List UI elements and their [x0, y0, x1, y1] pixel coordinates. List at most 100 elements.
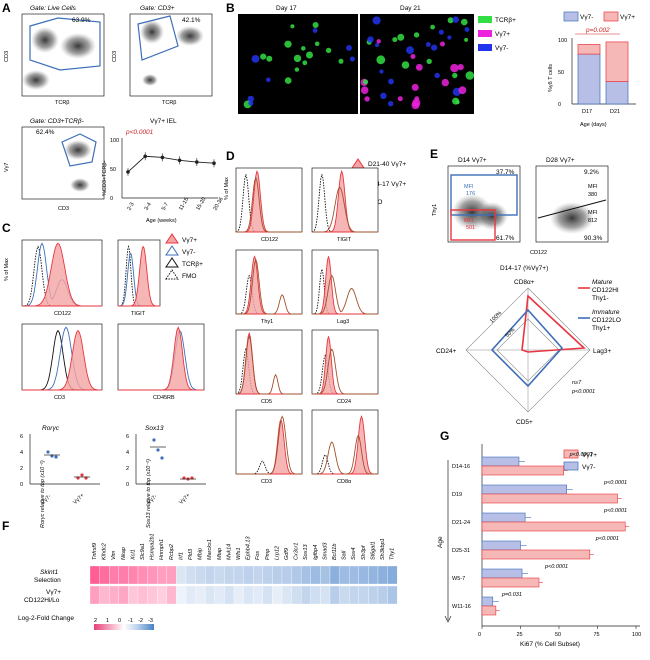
d-hist-cd24-label: CD24 — [337, 399, 351, 405]
b-cell — [415, 63, 423, 71]
c-q1-gene: Rorγc — [42, 425, 60, 432]
f-cell-row2 — [195, 585, 206, 605]
d-hist-thy1-label: Thy1 — [261, 319, 273, 325]
f-row2-b: CD122Hi/Lo — [24, 597, 60, 604]
f-cell-row2 — [166, 585, 177, 605]
b-cell — [430, 24, 435, 30]
a3-ylabel: Vγ7 — [4, 163, 10, 172]
e-mature-2: CD122HI — [592, 287, 619, 294]
panel-c-legend: Vγ7+ Vγ7- TCRβ+ FMO — [165, 233, 203, 280]
d-hist-cd3-frame — [235, 409, 303, 475]
a1-xlabel: TCRβ — [55, 100, 69, 106]
f-gene-label: Pld3 — [188, 548, 194, 560]
b-cell — [431, 44, 438, 51]
f-gene-label: Klhdc2 — [102, 543, 108, 560]
b-cell — [302, 60, 308, 66]
b-cell — [452, 72, 458, 79]
g-bar-pos — [481, 605, 497, 616]
b-cell — [325, 47, 332, 54]
g-ytick: W11-16 — [452, 604, 471, 610]
f-gene-label: Marcks1 — [207, 539, 213, 560]
d-hist-tigit-curve — [312, 186, 378, 233]
e-radar-r100: 100% — [489, 310, 503, 324]
e2-qtr: 9.2% — [584, 169, 599, 176]
c-hist-cd3-frame — [21, 323, 103, 391]
b-cell — [447, 35, 452, 40]
e1-qbr: 61.7% — [496, 235, 515, 242]
d-hist-cd122-frame — [235, 167, 303, 233]
f-cell-row2 — [262, 585, 273, 605]
f-gene-label: Pmp — [265, 549, 271, 560]
panel-e-plot2: D28 Vγ7+ 9.2% 90.3% MFI 380 MFI 812 — [535, 157, 609, 243]
f-cell-row1 — [157, 565, 167, 585]
b-cell — [266, 55, 273, 62]
b-barleg-neg: Vγ7- — [580, 14, 593, 21]
b-ylabel: %γδ T cells — [548, 64, 554, 92]
f-cell-row1 — [349, 565, 359, 585]
e-radar-r50: 50% — [504, 327, 516, 339]
e1-xlabel: CD122 — [530, 250, 547, 256]
g-bar-neg — [481, 540, 521, 551]
f-gene-label: Vim — [111, 550, 117, 560]
f-cell-row2 — [89, 585, 100, 605]
f-cell-row1 — [310, 565, 321, 585]
panel-a-plot4: Vγ7+ IEL p<0.0001 2-3 3-4 5-7 11-15 15-20 20-… — [102, 118, 225, 224]
f-cell-row2 — [358, 585, 369, 605]
f-gene-label: Sox13 — [303, 543, 309, 560]
a4-xtick: 5-7 — [161, 202, 170, 212]
f-gene-label: Smad3 — [322, 542, 328, 560]
d-hist-tigit-label: TIGIT — [337, 237, 352, 243]
f-gene-label: Slc9a1 — [140, 543, 146, 560]
panel-e-radar: D14-17 (%Vγ7+) CD8α+ Lag3+ CD5+ CD24+ 10… — [436, 265, 621, 426]
g-ytick: W5-7 — [452, 576, 465, 582]
b-cell — [306, 51, 313, 59]
f-cell-row2 — [281, 585, 292, 605]
c-q2-t1: 2 — [126, 466, 129, 472]
e-radar-ax1: CD8α+ — [514, 279, 535, 286]
c-leg-tcrb: TCRβ+ — [182, 261, 203, 268]
f-cell-row2 — [128, 585, 139, 605]
g-xtick: 25 — [517, 632, 523, 638]
a4-ytick: 50 — [110, 167, 116, 173]
b-cell — [346, 45, 352, 51]
b-cell — [413, 32, 420, 38]
e2-mfi1: 380 — [588, 192, 597, 198]
f-cell-row2 — [291, 585, 302, 605]
f-cell-row2 — [233, 585, 244, 605]
a4-xtick: 3-4 — [144, 202, 153, 212]
c-leg-v7neg: Vγ7- — [182, 249, 195, 256]
b-cell — [388, 78, 394, 85]
f-gene-label: Gdf9 — [284, 548, 290, 560]
a2-gate: Gate: CD3+ — [140, 5, 175, 12]
panel-b-bar-chart: Vγ7- Vγ7+ p=0.002 D17 D21 0 50 100 %γδ T cel… — [548, 11, 636, 128]
e2-mfi2: 812 — [588, 218, 597, 224]
f-cell-row2 — [320, 585, 331, 605]
e-immature-3: Thy1+ — [592, 325, 610, 332]
e2-mfi2-label: MFI — [588, 210, 598, 216]
e-radar-ax4: CD24+ — [436, 348, 457, 355]
f-cell-row2 — [137, 585, 148, 605]
c-q2-t0: 0 — [126, 482, 129, 488]
d-hist-cd5-label: CD5 — [261, 399, 272, 405]
b-cell — [349, 56, 355, 62]
panel-g-chart: Vγ7+ Vγ7- D14-16 p<0.0001 D19 p<0.0001 D21-2… — [437, 444, 641, 648]
f-leg-t3: -1 — [128, 618, 133, 624]
f-cell-row1 — [99, 565, 110, 585]
e1-mfi-red-label: MFI — [464, 218, 474, 224]
f-cell-row2 — [310, 585, 321, 605]
f-cell-row1 — [128, 565, 139, 585]
panel-label-b: B — [226, 1, 235, 15]
g-xtick: 100 — [632, 632, 641, 638]
f-cell-row2 — [99, 585, 110, 605]
f-gene-label: Thy1 — [390, 548, 396, 560]
b-cell — [447, 17, 454, 24]
f-leg-t5: -3 — [148, 618, 153, 624]
f-gene-label: Ephb4.13 — [246, 536, 252, 560]
d-leg-1: D21-40 Vγ7+ — [368, 161, 406, 168]
e1-title: D14 Vγ7+ — [458, 157, 487, 164]
d-hist-thy1-frame — [235, 249, 303, 315]
a3-pct: 62.4% — [36, 129, 55, 136]
g-leg-pos: Vγ7+ — [582, 452, 597, 459]
b-xlabel: Age (days) — [580, 122, 607, 128]
c-hist-cd122-label: CD122 — [54, 311, 71, 317]
